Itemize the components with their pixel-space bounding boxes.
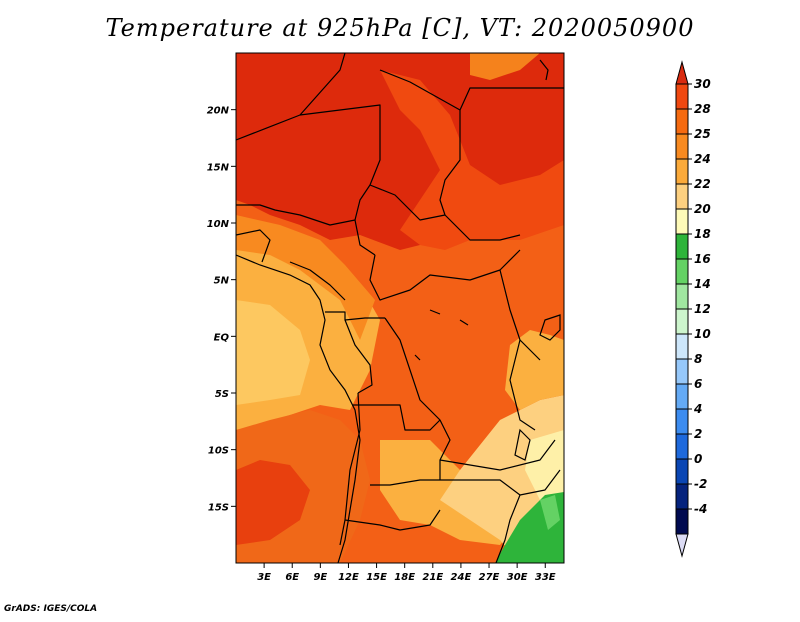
lat-tick-label: 5S bbox=[215, 389, 229, 400]
west-transition bbox=[236, 215, 375, 340]
lon-tick-label: 27E bbox=[479, 572, 500, 583]
colorbar-swatch bbox=[675, 308, 689, 335]
coastlines bbox=[236, 59, 561, 563]
lon-tick-label: 12E bbox=[338, 572, 359, 583]
colorbar-label: 18 bbox=[694, 227, 711, 241]
colorbar-bottom-triangle bbox=[675, 533, 689, 558]
colorbar-swatch bbox=[675, 258, 689, 285]
colorbar-label: 20 bbox=[694, 202, 711, 216]
colorbar-swatch bbox=[675, 408, 689, 435]
colorbar-swatch bbox=[675, 108, 689, 135]
colorbar-label: -4 bbox=[694, 502, 707, 516]
east-rift-band bbox=[505, 330, 564, 410]
lon-tick-label: 18E bbox=[394, 572, 415, 583]
lat-tick-label: 15S bbox=[208, 502, 229, 513]
north-light-patch bbox=[470, 53, 540, 80]
lon-tick-label: 3E bbox=[257, 572, 271, 583]
southeast-lightgreen bbox=[540, 495, 560, 530]
colorbar-label: 2 bbox=[694, 427, 702, 441]
colorbar-label: -2 bbox=[694, 477, 707, 491]
colorbar-swatch bbox=[675, 433, 689, 460]
colorbar-swatch bbox=[675, 383, 689, 410]
lat-tick-label: 5N bbox=[214, 276, 230, 287]
colorbar-swatch bbox=[675, 133, 689, 160]
colorbar-swatch bbox=[675, 183, 689, 210]
colorbar-swatch bbox=[675, 458, 689, 485]
southeast-pale bbox=[525, 430, 564, 500]
lon-tick-label: 6E bbox=[285, 572, 299, 583]
lon-tick-label: 24E bbox=[451, 572, 472, 583]
colorbar-label: 24 bbox=[694, 152, 711, 166]
colorbar-swatch bbox=[675, 483, 689, 510]
lon-tick-label: 9E bbox=[313, 572, 327, 583]
colorbar-swatch bbox=[675, 283, 689, 310]
colorbar-label: 22 bbox=[694, 177, 711, 191]
colorbar-label: 28 bbox=[694, 102, 711, 116]
colorbar-label: 12 bbox=[694, 302, 711, 316]
colorbar-top-triangle bbox=[675, 60, 689, 85]
colorbar-label: 14 bbox=[694, 277, 711, 291]
lat-tick-label: 15N bbox=[207, 162, 230, 173]
colorbar-swatch bbox=[675, 83, 689, 110]
colorbar-label: 4 bbox=[693, 402, 702, 416]
lat-tick-label: EQ bbox=[214, 332, 230, 343]
colorbar-swatch bbox=[675, 158, 689, 185]
colorbar-swatch bbox=[675, 508, 689, 535]
lat-tick-label: 10S bbox=[208, 446, 229, 457]
colorbar-swatch bbox=[675, 233, 689, 260]
colorbar-label: 16 bbox=[694, 252, 711, 266]
colorbar-label: 25 bbox=[694, 127, 711, 141]
colorbar-label: 0 bbox=[694, 452, 702, 466]
lat-tick-label: 10N bbox=[207, 219, 230, 230]
colorbar-label: 10 bbox=[694, 327, 711, 341]
country-borders bbox=[236, 53, 564, 563]
coastal-light-band bbox=[236, 300, 310, 405]
colorbar-label: 8 bbox=[694, 352, 702, 366]
colorbar-label: 30 bbox=[694, 77, 711, 91]
axis-ticks bbox=[231, 109, 546, 568]
latitude-labels: 20N 15N 10N 5N EQ 5S 10S 15S bbox=[207, 106, 230, 514]
longitude-labels: 3E 6E 9E 12E 15E 18E 21E 24E 27E 30E 33E bbox=[257, 572, 556, 583]
credit-text: GrADS: IGES/COLA bbox=[4, 604, 98, 614]
colorbar-swatch bbox=[675, 208, 689, 235]
map-frame bbox=[235, 52, 565, 564]
colorbar-label: 6 bbox=[694, 377, 702, 391]
colorbar-swatch bbox=[675, 333, 689, 360]
lat-tick-label: 20N bbox=[207, 106, 230, 117]
southwest-darker bbox=[236, 460, 310, 545]
lon-tick-label: 30E bbox=[507, 572, 528, 583]
temperature-field bbox=[236, 53, 564, 563]
north-orange-band bbox=[380, 70, 564, 250]
lon-tick-label: 33E bbox=[535, 572, 556, 583]
colorbar-swatch bbox=[675, 358, 689, 385]
lon-tick-label: 21E bbox=[422, 572, 443, 583]
lon-tick-label: 15E bbox=[366, 572, 387, 583]
map-title: Temperature at 925hPa [C], VT: 202005090… bbox=[105, 14, 695, 42]
